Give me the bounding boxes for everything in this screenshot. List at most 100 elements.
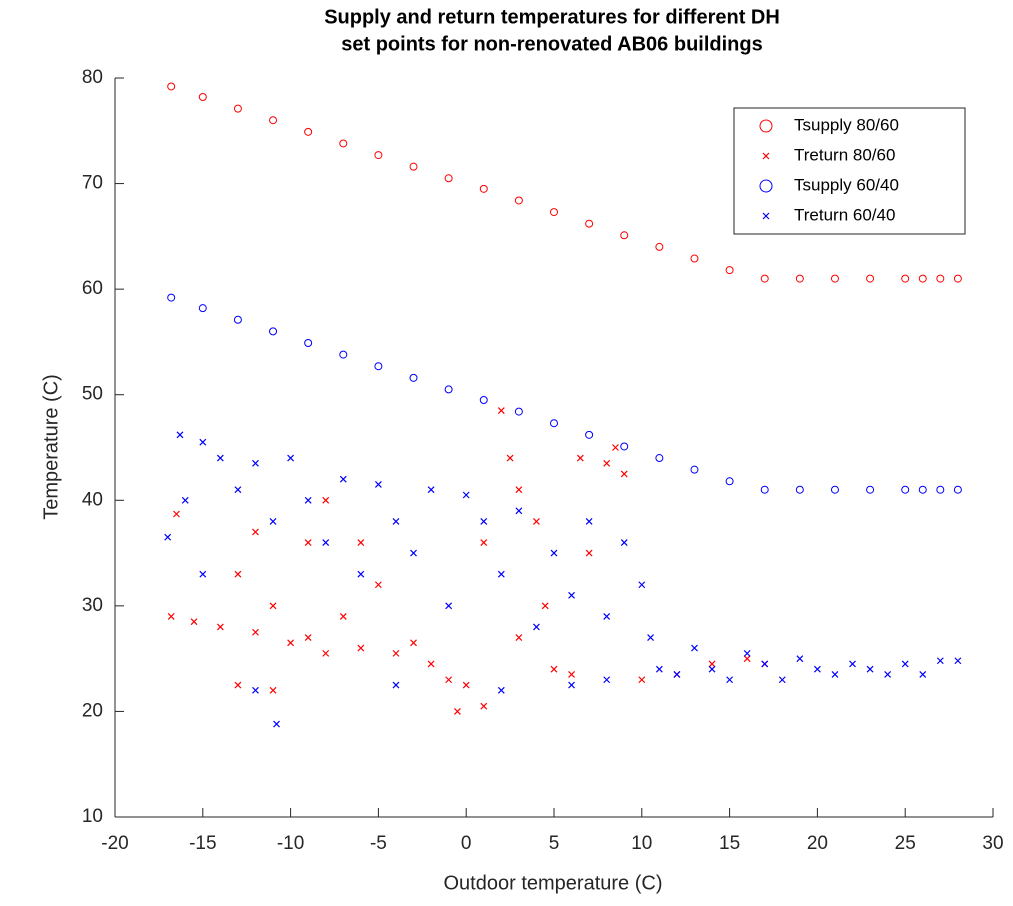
legend-box bbox=[733, 107, 966, 235]
point bbox=[690, 465, 699, 474]
point bbox=[427, 660, 435, 668]
point bbox=[550, 665, 558, 673]
point bbox=[339, 612, 347, 620]
point bbox=[585, 219, 594, 228]
point bbox=[304, 127, 313, 136]
point bbox=[655, 454, 664, 463]
point bbox=[849, 660, 856, 668]
chart-title: set points for non-renovated AB06 buildi… bbox=[341, 33, 763, 55]
point bbox=[603, 459, 611, 467]
point bbox=[392, 517, 400, 525]
point bbox=[541, 602, 549, 610]
point bbox=[778, 676, 786, 684]
point bbox=[795, 274, 804, 283]
point bbox=[198, 304, 207, 313]
legend-label: Tsupply 60/40 bbox=[794, 175, 899, 194]
point bbox=[761, 660, 769, 668]
point bbox=[866, 665, 874, 673]
point bbox=[453, 708, 461, 715]
point bbox=[410, 639, 417, 647]
legend-label: Treturn 80/60 bbox=[794, 145, 895, 164]
point bbox=[462, 491, 470, 499]
point bbox=[515, 486, 523, 494]
point bbox=[252, 686, 259, 694]
point bbox=[568, 671, 575, 678]
y-tick-label: 30 bbox=[82, 595, 103, 616]
x-tick-label: 15 bbox=[719, 833, 740, 854]
point bbox=[691, 644, 698, 652]
point bbox=[357, 644, 365, 652]
point bbox=[216, 623, 224, 631]
point bbox=[479, 184, 488, 193]
point bbox=[392, 681, 400, 689]
point bbox=[304, 539, 312, 546]
point bbox=[550, 549, 558, 557]
point bbox=[515, 634, 523, 641]
point bbox=[866, 485, 875, 494]
point bbox=[514, 196, 523, 205]
point bbox=[533, 517, 540, 525]
point bbox=[612, 444, 619, 451]
point bbox=[287, 639, 295, 647]
legend-label: Tsupply 80/60 bbox=[794, 115, 899, 134]
legend-marker bbox=[759, 119, 773, 133]
point bbox=[936, 485, 945, 494]
point bbox=[866, 274, 875, 283]
point bbox=[339, 475, 347, 483]
point bbox=[427, 486, 435, 494]
point bbox=[304, 634, 312, 641]
point bbox=[830, 274, 839, 283]
point bbox=[936, 274, 945, 283]
point bbox=[620, 442, 629, 451]
point bbox=[233, 315, 242, 324]
point bbox=[830, 485, 839, 494]
point bbox=[673, 671, 681, 678]
point bbox=[198, 93, 207, 102]
point bbox=[568, 591, 575, 599]
point bbox=[252, 459, 259, 467]
point bbox=[550, 208, 558, 217]
point bbox=[304, 338, 313, 347]
point bbox=[901, 274, 910, 283]
point bbox=[444, 385, 453, 394]
point bbox=[374, 151, 383, 160]
point bbox=[374, 581, 382, 589]
point bbox=[176, 431, 184, 439]
x-tick-label: 20 bbox=[807, 833, 828, 854]
point bbox=[322, 649, 330, 657]
point bbox=[603, 676, 611, 684]
point bbox=[901, 485, 910, 494]
y-tick-label: 20 bbox=[82, 700, 103, 721]
point bbox=[655, 665, 663, 673]
y-tick-label: 80 bbox=[82, 67, 103, 88]
point bbox=[690, 254, 699, 263]
point bbox=[919, 671, 927, 678]
point bbox=[190, 618, 198, 626]
point bbox=[234, 486, 242, 494]
legend-label: Treturn 60/40 bbox=[794, 205, 895, 224]
legend-marker bbox=[762, 212, 770, 220]
point bbox=[199, 570, 207, 578]
x-tick-label: 10 bbox=[631, 833, 652, 854]
point bbox=[743, 649, 751, 657]
point bbox=[480, 539, 488, 546]
point bbox=[506, 454, 514, 462]
point bbox=[357, 570, 365, 578]
point bbox=[269, 686, 277, 694]
point bbox=[409, 162, 418, 171]
point bbox=[585, 517, 593, 525]
point bbox=[167, 82, 176, 91]
x-tick-label: 25 bbox=[895, 833, 916, 854]
y-axis-label: Temperature (C) bbox=[40, 374, 62, 520]
point bbox=[339, 139, 348, 148]
point bbox=[269, 116, 278, 125]
point bbox=[708, 665, 716, 673]
point bbox=[445, 676, 453, 684]
y-tick-label: 40 bbox=[82, 489, 103, 510]
point bbox=[760, 485, 769, 494]
point bbox=[374, 481, 382, 488]
point bbox=[497, 570, 505, 578]
legend-marker bbox=[762, 152, 770, 160]
point bbox=[620, 539, 628, 546]
